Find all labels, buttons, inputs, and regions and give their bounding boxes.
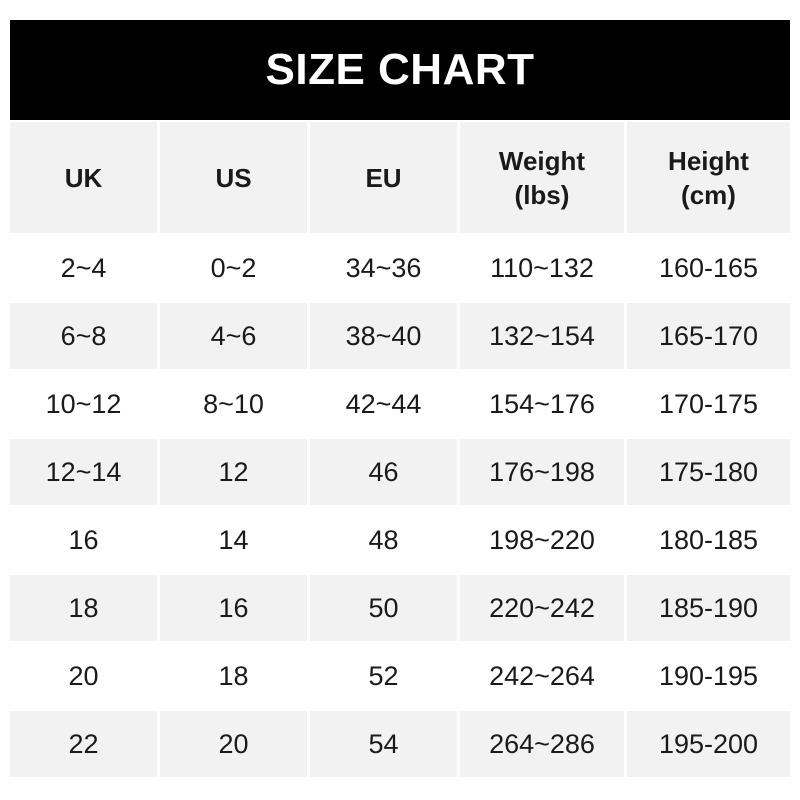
size-chart-title: SIZE CHART <box>10 20 790 120</box>
column-header: UK <box>10 122 157 233</box>
column-header: Height (cm) <box>627 122 790 233</box>
column-header: US <box>160 122 307 233</box>
column-header: EU <box>310 122 457 233</box>
table-cell: 175-180 <box>627 439 790 505</box>
table-cell: 34~36 <box>345 252 422 283</box>
table-cell: 195-200 <box>627 711 790 777</box>
table-cell: 12 <box>160 439 307 505</box>
table-cell: 242~264 <box>489 660 595 691</box>
table-cell: 14 <box>218 524 249 555</box>
table-cell: 110~132 <box>490 252 594 283</box>
table-cell: 160-165 <box>658 252 759 283</box>
table-cell: 176~198 <box>460 439 624 505</box>
table-cell: 18 <box>218 660 249 691</box>
table-cell: 6~8 <box>10 303 157 369</box>
table-cell: 180-185 <box>658 524 759 555</box>
table-cell: 38~40 <box>310 303 457 369</box>
table-cell: 198~220 <box>489 524 595 555</box>
table-cell: 46 <box>310 439 457 505</box>
table-cell: 12~14 <box>10 439 157 505</box>
table-cell: 18 <box>10 575 157 641</box>
table-cell: 16 <box>68 524 99 555</box>
table-cell: 10~12 <box>45 388 122 419</box>
table-cell: 154~176 <box>489 388 595 419</box>
table-cell: 190-195 <box>658 660 759 691</box>
table-cell: 220~242 <box>460 575 624 641</box>
table-cell: 54 <box>310 711 457 777</box>
table-cell: 52 <box>368 660 399 691</box>
table-cell: 42~44 <box>345 388 422 419</box>
table-cell: 0~2 <box>210 252 257 283</box>
size-table: UK US EU Weight (lbs) Height (cm) 2~4 0~2 34~36… <box>10 122 790 777</box>
table-cell: 22 <box>10 711 157 777</box>
table-cell: 50 <box>310 575 457 641</box>
table-cell: 170-175 <box>658 388 759 419</box>
table-cell: 165-170 <box>627 303 790 369</box>
table-cell: 2~4 <box>60 252 107 283</box>
column-header: Weight (lbs) <box>460 122 624 233</box>
table-cell: 16 <box>160 575 307 641</box>
table-cell: 8~10 <box>203 388 264 419</box>
table-cell: 185-190 <box>627 575 790 641</box>
table-cell: 20 <box>68 660 99 691</box>
table-cell: 48 <box>368 524 399 555</box>
table-cell: 4~6 <box>160 303 307 369</box>
table-cell: 132~154 <box>460 303 624 369</box>
table-cell: 20 <box>160 711 307 777</box>
table-cell: 264~286 <box>460 711 624 777</box>
